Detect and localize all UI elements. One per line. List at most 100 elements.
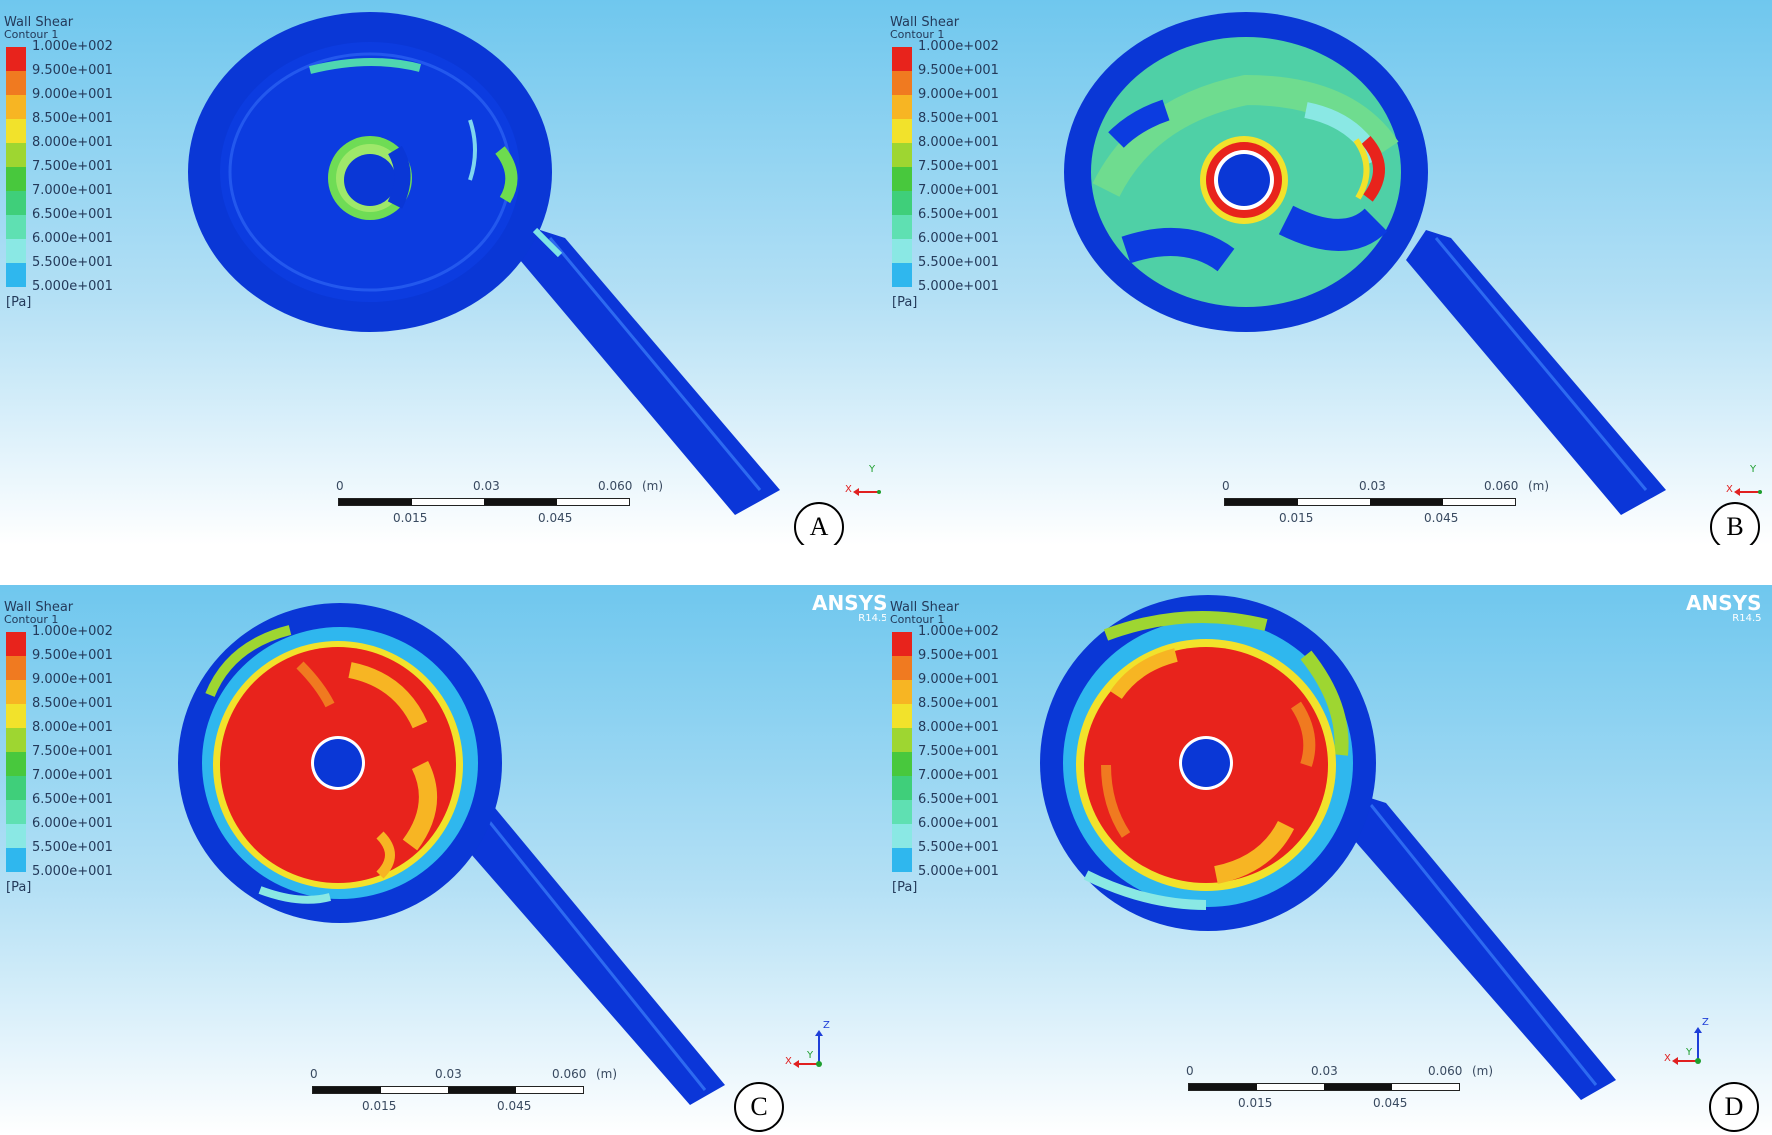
- colorbar-segment: [6, 824, 26, 848]
- legend-tick: 9.000e+001: [918, 672, 999, 687]
- scale-unit: (m): [642, 479, 664, 493]
- color-legend: Wall Shear Contour 1 1.000e+002 9.500e+0…: [4, 601, 113, 895]
- legend-tick: 6.000e+001: [918, 816, 999, 831]
- triad-arrows: [1734, 488, 1762, 496]
- legend-tick: 8.000e+001: [32, 720, 113, 735]
- axis-z-label: Z: [1702, 1017, 1709, 1028]
- colorbar-segment: [6, 143, 26, 167]
- panel-b: Wall Shear Contour 1 1.000e+002 9.500e+0…: [886, 0, 1772, 545]
- axis-y-label: Y: [1750, 464, 1757, 475]
- legend-unit: [Pa]: [892, 880, 918, 895]
- scale-unit: (m): [1528, 479, 1550, 493]
- colorbar-segment: [892, 143, 912, 167]
- legend-tick: 8.500e+001: [918, 111, 999, 126]
- scale-unit: (m): [1472, 1064, 1494, 1078]
- legend-tick: 6.500e+001: [918, 792, 999, 807]
- colorbar-segment: [892, 704, 912, 728]
- colorbar-segment: [6, 776, 26, 800]
- legend-tick: 9.000e+001: [918, 87, 999, 102]
- legend-unit: [Pa]: [6, 295, 32, 310]
- legend-tick: 8.500e+001: [32, 111, 113, 126]
- legend-tick: 5.500e+001: [918, 840, 999, 855]
- scale-label: 0: [1186, 1064, 1194, 1078]
- triad-arrows: [853, 488, 881, 496]
- axis-y-label: Y: [869, 464, 876, 475]
- legend-body: 1.000e+002 9.500e+001 9.000e+001 8.500e+…: [890, 625, 999, 895]
- panel-label-b: B: [1710, 502, 1760, 545]
- colorbar-segment: [892, 728, 912, 752]
- scale-bar-graphic: [338, 498, 630, 506]
- ansys-name: ANSYS: [1686, 591, 1762, 615]
- scale-label: 0: [310, 1067, 318, 1081]
- scale-label: 0.015: [393, 511, 428, 525]
- legend-tick: 7.000e+001: [32, 183, 113, 198]
- legend-tick: 9.000e+001: [32, 87, 113, 102]
- legend-tick: 5.500e+001: [32, 840, 113, 855]
- colorbar-segment: [892, 752, 912, 776]
- legend-body: 1.000e+002 9.500e+001 9.000e+001 8.500e+…: [890, 40, 999, 310]
- legend-tick: 6.000e+001: [918, 231, 999, 246]
- legend-tick: 1.000e+002: [32, 39, 113, 54]
- ansys-version: R14.5: [858, 613, 886, 624]
- colorbar-segment: [892, 239, 912, 263]
- legend-title: Wall Shear: [890, 600, 960, 615]
- legend-tick: 8.000e+001: [918, 720, 999, 735]
- scale-label: 0.03: [473, 479, 500, 493]
- scale-label: 0.060: [598, 479, 633, 493]
- legend-tick: 7.000e+001: [32, 768, 113, 783]
- colorbar-segment: [892, 680, 912, 704]
- colorbar-segment: [892, 119, 912, 143]
- legend-tick: 8.000e+001: [918, 135, 999, 150]
- legend-tick: 9.500e+001: [918, 63, 999, 78]
- legend-unit: [Pa]: [6, 880, 32, 895]
- panel-label-c: C: [734, 1082, 784, 1132]
- scale-label: 0.045: [538, 511, 573, 525]
- scale-bar-graphic: [312, 1086, 584, 1094]
- legend-tick: 7.500e+001: [32, 744, 113, 759]
- colorbar-segment: [6, 848, 26, 872]
- colorbar-segment: [892, 632, 912, 656]
- scale-label: 0.045: [1424, 511, 1459, 525]
- legend-tick: 6.500e+001: [918, 207, 999, 222]
- legend-subtitle: Contour 1: [890, 613, 945, 626]
- scale-bar: 0 0.03 0.060 (m) 0.015 0.045: [336, 479, 678, 528]
- scale-label: 0.060: [1484, 479, 1519, 493]
- scale-label: 0.060: [552, 1067, 587, 1081]
- scale-bar: 0 0.03 0.060 (m) 0.015 0.045: [1186, 1064, 1528, 1113]
- scale-label: 0.015: [362, 1099, 397, 1113]
- axis-triad: X Y Z: [785, 1020, 845, 1080]
- axis-triad: X Y: [1726, 462, 1772, 522]
- legend-tick: 5.500e+001: [918, 255, 999, 270]
- legend-tick: 1.000e+002: [918, 624, 999, 639]
- ansys-version: R14.5: [1732, 613, 1762, 624]
- legend-tick: 6.000e+001: [32, 231, 113, 246]
- colorbar: [892, 47, 912, 287]
- axis-x-label: X: [845, 484, 852, 495]
- color-legend: Wall Shear Contour 1 1.000e+002 9.500e+0…: [890, 16, 999, 310]
- scale-bar: 0 0.03 0.060 (m) 0.015 0.045: [1222, 479, 1564, 528]
- legend-tick: 5.000e+001: [32, 279, 113, 294]
- ansys-watermark: ANSYS R14.5: [1686, 593, 1762, 625]
- axis-x-label: X: [1664, 1053, 1671, 1064]
- axis-y-label: Y: [807, 1050, 814, 1061]
- colorbar-segment: [892, 47, 912, 71]
- scale-label: 0.060: [1428, 1064, 1463, 1078]
- colorbar-segment: [892, 656, 912, 680]
- scale-label: 0: [1222, 479, 1230, 493]
- legend-tick: 9.500e+001: [32, 648, 113, 663]
- colorbar-segment: [6, 728, 26, 752]
- scale-unit: (m): [596, 1067, 618, 1081]
- axis-triad: X Y: [845, 462, 886, 522]
- panel-label-a: A: [794, 502, 844, 545]
- scale-label: 0: [336, 479, 344, 493]
- scale-label: 0.03: [435, 1067, 462, 1081]
- legend-subtitle: Contour 1: [4, 613, 59, 626]
- triad-arrows: [1672, 1027, 1702, 1065]
- axis-z-label: Z: [823, 1020, 830, 1031]
- colorbar-segment: [6, 215, 26, 239]
- volute-geometry: [188, 12, 780, 515]
- colorbar-segment: [892, 95, 912, 119]
- axis-x-label: X: [785, 1056, 792, 1067]
- scale-label: 0.045: [497, 1099, 532, 1113]
- panel-label-d: D: [1709, 1082, 1759, 1132]
